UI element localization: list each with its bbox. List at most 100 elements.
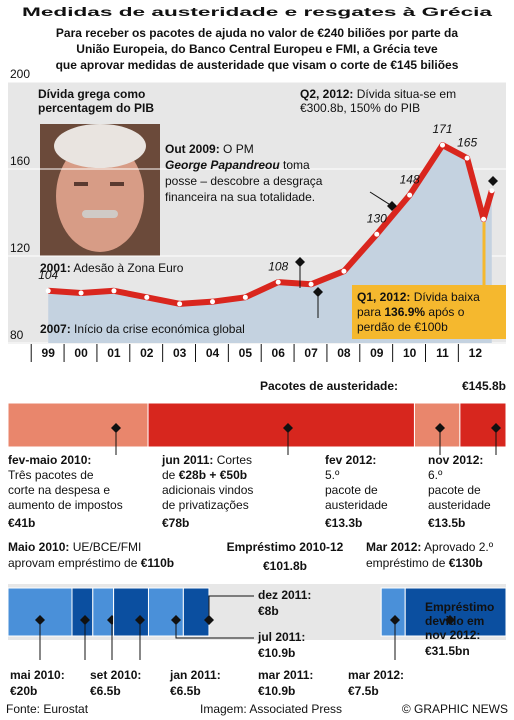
loan-label: nov 2012: <box>425 628 480 642</box>
text-line: para 136.9% após o <box>357 305 465 319</box>
text-span: O PM <box>220 142 254 156</box>
text-span: Maio 2010: <box>8 540 69 554</box>
loan-value: €7.5b <box>348 684 379 698</box>
loan-segment <box>404 587 507 637</box>
text-line: adicionais vindos <box>162 483 253 497</box>
loan-label: jul 2011: <box>257 630 305 644</box>
x-tick-label: 10 <box>403 346 417 360</box>
data-label: 130 <box>367 211 387 225</box>
pointer <box>175 620 254 639</box>
text-line: austeridade <box>325 498 388 512</box>
text-span: Out 2009: <box>165 142 220 156</box>
data-point <box>210 299 215 305</box>
text-line: pacote de <box>325 483 378 497</box>
x-tick-label: 04 <box>206 346 220 360</box>
y-tick-label: 120 <box>10 241 30 255</box>
text-line: 5.º <box>325 468 340 482</box>
loan-value: €20b <box>10 684 37 698</box>
loan-value: €8b <box>258 604 279 618</box>
text-span: após o <box>425 305 465 319</box>
text-span: financeira na sua totalidade. <box>165 190 315 204</box>
loan-label: dez 2011: <box>258 588 311 602</box>
text-span: para <box>357 305 384 319</box>
pointer-diamond <box>435 423 445 433</box>
text-line: nov 2012: <box>428 453 483 467</box>
text-line: austeridade <box>428 498 491 512</box>
data-point <box>374 231 380 237</box>
data-label: 171 <box>432 122 452 136</box>
x-tick-label: 02 <box>140 346 154 360</box>
text-span: 5.º <box>325 468 340 482</box>
loan-segment <box>71 587 94 637</box>
data-point <box>111 288 117 294</box>
loan-segment <box>380 587 406 637</box>
pointer <box>369 191 393 207</box>
x-tick-label: 08 <box>337 346 351 360</box>
photo <box>40 124 160 256</box>
text-span: Início da crise económica global <box>71 322 245 336</box>
text-line: George Papandreou toma <box>165 158 310 172</box>
x-tick-label: 99 <box>42 346 56 360</box>
loan-label: devido em <box>425 614 484 628</box>
text-line: aprovam empréstimo de €110b <box>8 556 174 570</box>
text-span: Três pacotes de <box>8 468 94 482</box>
text-span: pacote de <box>428 483 481 497</box>
text-line: fev 2012: <box>325 453 376 467</box>
text-span: George Papandreou <box>165 158 280 172</box>
data-point <box>440 142 445 148</box>
text-span: 2001: <box>40 261 71 275</box>
text-line: empréstimo de €130b <box>366 556 483 570</box>
loan-value: €31.5bn <box>425 644 470 658</box>
text-line: 2001: Adesão à Zona Euro <box>40 261 184 275</box>
text-span: nov 2012: <box>428 453 483 467</box>
y-tick-label: 160 <box>10 154 30 168</box>
loan-label: mar 2011: <box>258 668 313 682</box>
loan-label: jan 2011: <box>169 668 221 682</box>
loan-segment <box>147 587 184 637</box>
text-span: jun 2011: <box>161 453 213 467</box>
text-span: Mar 2012: <box>366 540 421 554</box>
text-span: 2007: <box>40 322 71 336</box>
austerity-value: €78b <box>162 516 189 530</box>
pointer-diamond <box>488 176 498 186</box>
x-tick-label: 03 <box>173 346 187 360</box>
austerity-segment <box>147 402 415 448</box>
data-point <box>177 301 183 307</box>
subtitle: que aprovar medidas de austeridade que v… <box>56 58 459 72</box>
text-line: aumento de impostos <box>8 498 123 512</box>
text-span: percentagem do PIB <box>38 101 154 115</box>
data-point <box>481 216 487 222</box>
data-point <box>464 155 470 161</box>
text-line: percentagem do PIB <box>38 101 154 115</box>
loan-segment <box>182 587 210 637</box>
section-total: €101.8b <box>263 559 307 573</box>
section-title: Empréstimo 2010-12 <box>227 540 344 554</box>
x-tick-label: 09 <box>370 346 384 360</box>
austerity-segment <box>413 402 461 448</box>
data-point <box>275 279 281 285</box>
text-line: perdão de €100b <box>357 320 448 334</box>
data-label: 104 <box>38 268 58 282</box>
text-span: de privatizações <box>162 498 249 512</box>
loan-value: €6.5b <box>90 684 121 698</box>
text-span: aprovam empréstimo de <box>8 556 141 570</box>
austerity-segment <box>7 402 149 448</box>
text-line: de €28b + €50b <box>162 468 247 482</box>
text-span: UE/BCE/FMI <box>69 540 141 554</box>
text-line: fev-maio 2010: <box>8 453 91 467</box>
loan-segment <box>113 587 149 637</box>
text-span: Cortes <box>213 453 252 467</box>
text-line: 6.º <box>428 468 443 482</box>
data-point <box>78 290 84 296</box>
loan-label: mai 2010: <box>10 668 65 682</box>
text-span: €28b + €50b <box>179 468 247 482</box>
pointer-diamond <box>445 615 455 625</box>
loan-label: Empréstimo <box>425 600 494 614</box>
pointer-diamond <box>283 423 293 433</box>
loan-value: €6.5b <box>170 684 201 698</box>
x-axis-strip <box>8 344 506 362</box>
text-line: Dívida grega como <box>38 87 145 101</box>
austerity-value: €13.3b <box>325 516 362 530</box>
data-line <box>48 142 495 307</box>
data-point <box>407 192 413 198</box>
